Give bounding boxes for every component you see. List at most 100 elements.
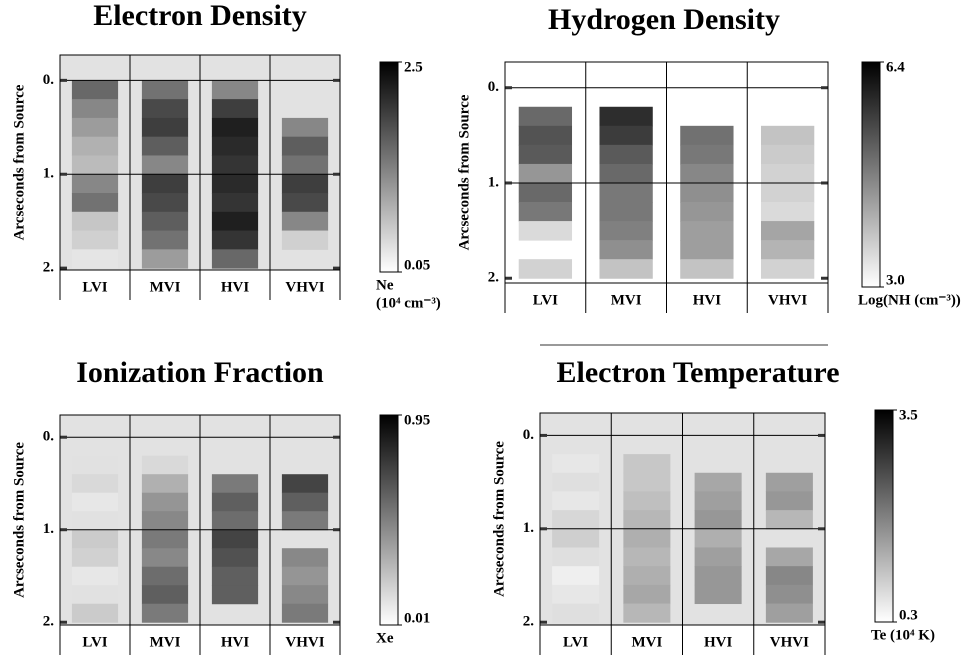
- heat-cell: [694, 566, 742, 586]
- heat-cell: [71, 474, 119, 494]
- x-tick-label: MVI: [150, 279, 181, 295]
- x-tick-label: VHVI: [768, 292, 807, 308]
- heat-cell: [141, 99, 189, 119]
- heat-cell: [71, 136, 119, 156]
- heat-cell: [765, 566, 813, 586]
- heat-cell: [552, 510, 600, 530]
- y-tick-label: 2.: [523, 614, 535, 630]
- heat-cell: [141, 566, 189, 586]
- heat-cell: [680, 182, 734, 203]
- heat-cell: [599, 125, 653, 146]
- heat-cell: [680, 240, 734, 260]
- x-tick-label: LVI: [563, 634, 588, 650]
- heat-cell: [760, 240, 815, 260]
- y-axis-label: Arcseconds from Source: [456, 94, 472, 250]
- heat-cell: [211, 492, 259, 512]
- heat-cell: [694, 547, 742, 567]
- y-tick-label: 1.: [488, 174, 500, 190]
- heat-cell: [694, 584, 742, 605]
- heat-cell: [765, 584, 813, 605]
- heat-cell: [552, 547, 600, 567]
- colorbar: [874, 409, 894, 623]
- heat-cell: [141, 548, 189, 568]
- colorbar-tick-label: 6.4: [886, 59, 905, 75]
- heat-cell: [211, 548, 259, 568]
- colorbar-label: Xe: [376, 630, 394, 646]
- heat-cell: [141, 603, 189, 623]
- heat-cell: [623, 584, 671, 605]
- heat-cell: [680, 144, 734, 165]
- heat-cell: [552, 472, 600, 492]
- heat-cell: [71, 117, 119, 138]
- heat-cell: [211, 529, 259, 549]
- heat-cell: [71, 585, 119, 605]
- heat-cell: [765, 547, 813, 567]
- heat-cell: [71, 455, 119, 475]
- heat-cell: [71, 193, 119, 213]
- heat-cell: [694, 491, 742, 511]
- heat-cell: [71, 548, 119, 568]
- heat-cell: [599, 259, 653, 279]
- heat-cell: [281, 211, 329, 232]
- heat-cell: [141, 455, 189, 475]
- chart-title: Electron Density: [93, 0, 307, 32]
- heat-cell: [765, 472, 813, 492]
- heat-cell: [141, 529, 189, 549]
- x-tick-label: HVI: [704, 634, 733, 650]
- y-tick-label: 2.: [43, 260, 55, 276]
- heat-cell: [281, 193, 329, 213]
- heat-cell: [599, 221, 653, 241]
- chart-title: Hydrogen Density: [548, 3, 780, 36]
- heat-cell: [211, 249, 259, 269]
- heat-cell: [281, 548, 329, 568]
- heat-cell: [552, 454, 600, 474]
- heat-cell: [211, 117, 259, 138]
- heat-cell: [281, 566, 329, 586]
- heat-cell: [680, 125, 734, 146]
- colorbar: [379, 61, 399, 273]
- colorbar-label: Ne: [376, 277, 394, 293]
- heat-cell: [141, 80, 189, 100]
- x-tick-label: HVI: [221, 279, 250, 295]
- colorbar-tick-label: 0.95: [404, 412, 430, 428]
- heat-cell: [141, 492, 189, 512]
- heat-cell: [141, 249, 189, 269]
- heat-cell: [281, 230, 329, 250]
- colorbar-label: Log(NH (cm⁻³)): [858, 292, 961, 308]
- colorbar-tick-label: 0.3: [899, 607, 918, 623]
- colorbar-unit: (10⁴ cm⁻³): [376, 295, 441, 311]
- heat-cell: [694, 528, 742, 548]
- y-tick-label: 1.: [43, 521, 55, 537]
- x-tick-label: LVI: [533, 292, 558, 308]
- heat-cell: [760, 125, 815, 146]
- heat-cell: [680, 259, 734, 279]
- heat-cell: [211, 585, 259, 605]
- heat-cell: [552, 491, 600, 511]
- heat-cell: [141, 155, 189, 175]
- heat-cell: [141, 230, 189, 250]
- plot-frame: [504, 61, 829, 284]
- y-axis-label: Arcseconds from Source: [11, 442, 27, 598]
- heat-cell: [281, 136, 329, 156]
- plot-frame: [59, 54, 341, 271]
- heat-cell: [71, 230, 119, 250]
- heat-cell: [518, 221, 573, 241]
- heat-cell: [71, 603, 119, 623]
- heat-cell: [211, 474, 259, 494]
- heat-cell: [71, 566, 119, 586]
- heat-cell: [623, 547, 671, 567]
- heat-cell: [141, 117, 189, 138]
- heat-cell: [623, 472, 671, 492]
- heat-cell: [518, 125, 573, 146]
- x-tick-label: VHVI: [285, 634, 324, 650]
- heat-cell: [141, 585, 189, 605]
- colorbar: [861, 61, 881, 288]
- heat-cell: [281, 511, 329, 531]
- heat-cell: [211, 99, 259, 119]
- heat-cell: [281, 117, 329, 138]
- heat-cell: [760, 144, 815, 165]
- heat-cell: [765, 603, 813, 623]
- heat-cell: [552, 584, 600, 605]
- heat-cell: [141, 136, 189, 156]
- heat-cell: [760, 182, 815, 203]
